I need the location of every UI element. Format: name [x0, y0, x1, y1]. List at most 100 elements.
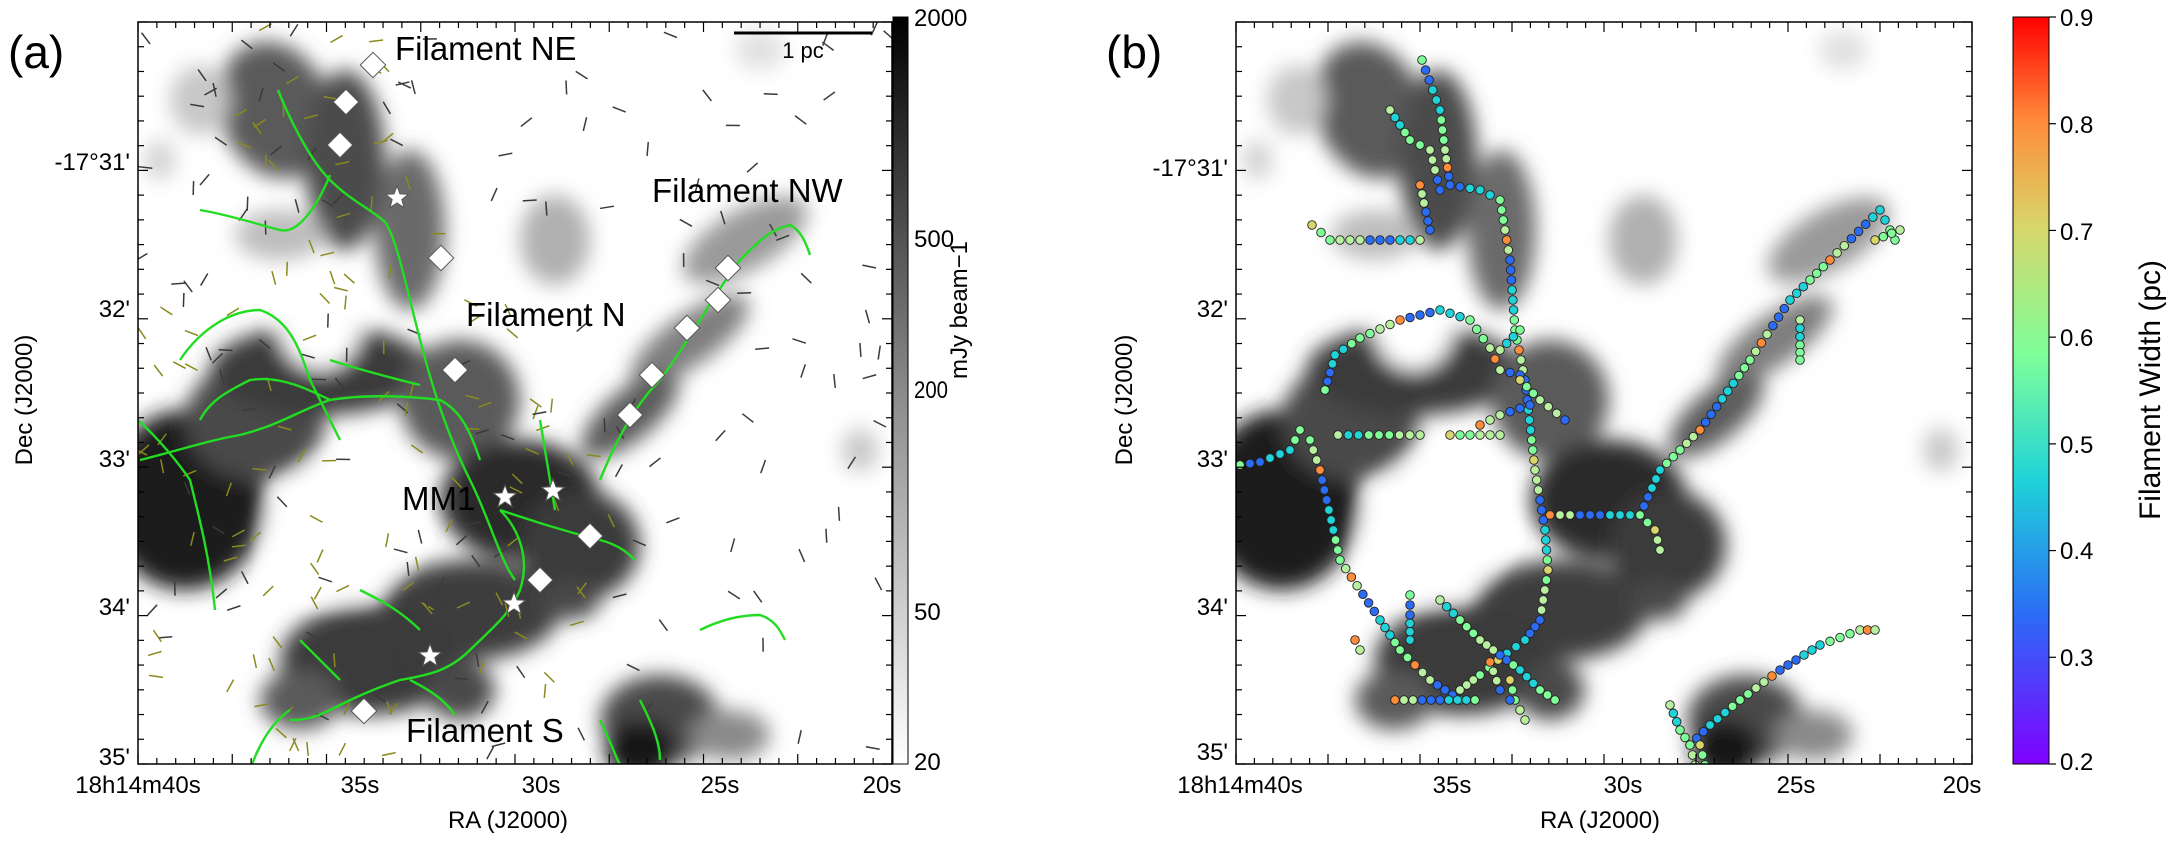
width-point — [1495, 195, 1505, 205]
field-segment — [262, 585, 274, 597]
field-segment — [393, 548, 408, 554]
width-point — [1455, 311, 1465, 322]
width-point — [1605, 510, 1615, 520]
panel-a-xtick-0: 18h14m40s — [75, 772, 200, 799]
field-segment — [507, 536, 520, 547]
field-segment — [246, 196, 249, 211]
field-segment — [183, 280, 193, 293]
field-segment — [737, 291, 752, 294]
width-point — [1495, 650, 1505, 660]
width-point — [1475, 420, 1485, 430]
field-segment — [405, 176, 412, 190]
field-segment — [148, 674, 164, 679]
width-point — [1375, 235, 1385, 245]
width-point — [1485, 430, 1495, 440]
field-segment — [306, 741, 309, 756]
field-segment — [226, 605, 241, 611]
width-point — [1690, 760, 1700, 764]
field-segment — [746, 162, 759, 173]
field-segment — [511, 473, 523, 485]
width-point — [1426, 695, 1436, 705]
width-point — [1525, 628, 1535, 639]
width-point — [1643, 492, 1653, 502]
field-segment — [190, 531, 195, 546]
field-segment — [467, 521, 482, 525]
field-segment — [333, 653, 336, 668]
width-point — [1385, 319, 1395, 330]
width-point — [1745, 355, 1755, 365]
field-segment — [532, 405, 539, 420]
width-point — [1536, 505, 1547, 515]
width-point — [1531, 475, 1542, 485]
emission-blob — [540, 580, 600, 620]
field-segment — [792, 338, 807, 344]
panel-a: (a) 1 pc Filament NE Filament NW Filamen… — [8, 5, 973, 834]
emission-blob — [1399, 70, 1478, 250]
field-segment — [514, 631, 528, 640]
field-segment — [475, 428, 490, 435]
field-segment — [252, 121, 262, 135]
field-segment — [258, 87, 264, 102]
field-segment — [586, 454, 601, 458]
width-point — [1475, 670, 1485, 680]
field-segment — [211, 352, 224, 364]
field-segment — [543, 671, 555, 683]
core-diamond — [673, 314, 701, 342]
width-point — [1461, 621, 1472, 632]
width-point — [1698, 726, 1709, 737]
field-segment — [268, 159, 279, 172]
filament-skeleton — [179, 308, 342, 441]
width-point — [1421, 207, 1431, 217]
width-point — [1536, 605, 1547, 615]
width-point — [1675, 725, 1685, 735]
width-point — [1455, 181, 1465, 192]
width-point — [1432, 175, 1443, 185]
field-segment — [422, 602, 433, 615]
panel-b-ytick-0: -17°31' — [1152, 155, 1228, 182]
core-diamond — [441, 356, 469, 384]
panel-a-xtick-3: 25s — [701, 772, 740, 799]
width-point — [1875, 205, 1885, 215]
width-point — [1399, 695, 1409, 705]
width-point — [1425, 145, 1435, 155]
field-segment — [607, 514, 615, 528]
width-point — [1333, 430, 1343, 440]
panel-a-cbar-tick-2: 200 — [914, 377, 948, 404]
field-segment — [268, 657, 276, 672]
field-segment — [565, 452, 574, 466]
width-point — [1511, 641, 1521, 652]
width-point — [1835, 632, 1845, 643]
width-point — [1375, 324, 1385, 334]
core-diamond — [704, 286, 732, 314]
width-point — [1405, 590, 1415, 600]
width-point — [1444, 695, 1454, 705]
panel-b-xtick-1: 35s — [1433, 772, 1472, 799]
width-point — [1832, 248, 1842, 258]
emission-blob — [1774, 710, 1853, 760]
width-point — [1495, 365, 1505, 375]
panel-a-xtick-1: 35s — [341, 772, 380, 799]
field-segment — [388, 264, 393, 279]
field-segment — [470, 313, 484, 323]
width-point — [1405, 312, 1415, 323]
width-point — [1340, 563, 1351, 574]
field-segment — [565, 80, 568, 95]
width-point — [1743, 689, 1753, 699]
width-point — [1528, 388, 1539, 399]
width-point — [1417, 55, 1427, 65]
field-segment — [183, 481, 191, 496]
width-point — [1886, 228, 1897, 239]
field-segment — [479, 659, 485, 674]
width-point — [1565, 510, 1575, 520]
field-segment — [249, 531, 262, 542]
emission-cavity — [1374, 290, 1453, 370]
panel-b-cbar-tick-2: 0.7 — [2060, 219, 2093, 246]
field-segment — [480, 700, 489, 714]
width-point — [1739, 363, 1750, 373]
field-segment — [338, 742, 347, 756]
filament-skeleton — [198, 377, 331, 421]
width-point — [1405, 618, 1415, 629]
width-point — [1585, 510, 1595, 520]
width-point — [1675, 445, 1685, 455]
core-star — [501, 590, 527, 615]
